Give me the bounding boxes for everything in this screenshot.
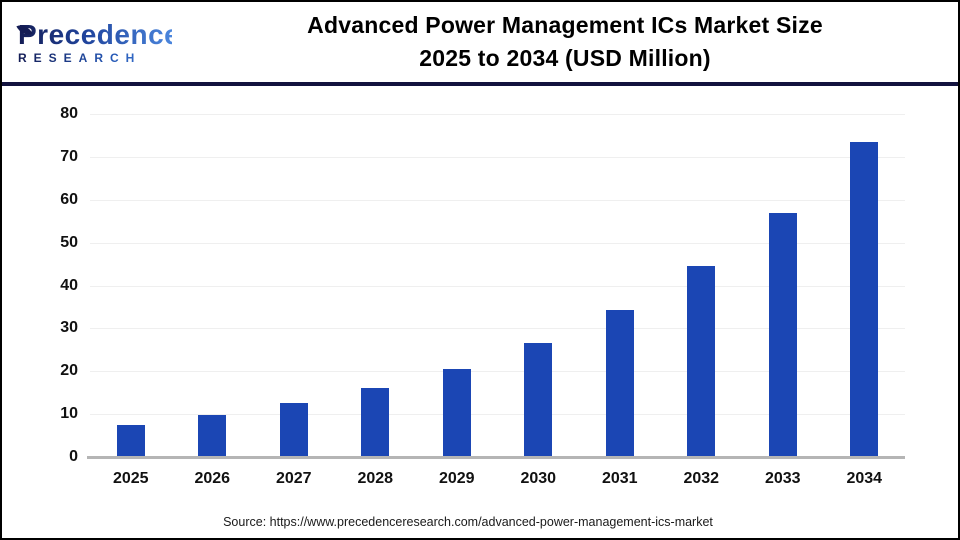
x-axis-tick-label: 2031: [601, 470, 638, 487]
gridline: [90, 242, 905, 244]
bar-2025: [116, 424, 145, 457]
x-axis-tick-label: 2030: [520, 470, 557, 487]
x-axis-tick-label: 2025: [112, 470, 149, 487]
x-axis-tick-label: 2028: [357, 470, 394, 487]
x-axis-tick-label: 2033: [764, 470, 801, 487]
y-axis-tick-label: 10: [60, 405, 78, 423]
y-axis-tick-label: 0: [69, 448, 78, 465]
bar-slot: [579, 309, 661, 457]
gridline: [90, 199, 905, 201]
header: Precedence RESEARCH Advanced Power Manag…: [2, 2, 958, 82]
bar-2034: [850, 141, 879, 457]
bar-slot: [253, 403, 335, 457]
header-separator: [2, 82, 958, 86]
brand-name: Precedence: [18, 18, 181, 50]
gridline: [90, 114, 905, 115]
chart-title-line1: Advanced Power Management ICs Market Siz…: [307, 12, 823, 38]
bar-2028: [361, 388, 390, 457]
gridline: [90, 414, 905, 416]
y-axis-tick-label: 70: [60, 147, 78, 165]
gridline: [90, 156, 905, 158]
bar-slot: [661, 266, 743, 457]
bar-2032: [687, 266, 716, 457]
y-axis-tick-label: 60: [60, 190, 78, 208]
plot-area: [87, 114, 905, 459]
bar-slot: [416, 368, 498, 457]
x-axis-tick-label: 2029: [438, 470, 475, 487]
gridline: [90, 328, 905, 330]
bar-2029: [442, 368, 471, 457]
gridline: [90, 371, 905, 373]
y-axis-tick-label: 40: [60, 276, 78, 294]
y-axis-tick-label: 30: [60, 319, 78, 337]
x-axis-line: [87, 456, 905, 459]
x-axis-tick-label: 2026: [194, 470, 231, 487]
x-axis-tick-label: 2032: [683, 470, 720, 487]
gridline: [90, 285, 905, 287]
source-citation: Source: https://www.precedenceresearch.c…: [223, 515, 713, 529]
bar-series: [90, 114, 905, 457]
bar-2027: [279, 403, 308, 457]
bar-slot: [172, 414, 254, 457]
chart-title-line2: 2025 to 2034 (USD Million): [419, 45, 711, 71]
bar-slot: [498, 342, 580, 457]
bar-2031: [605, 309, 634, 457]
x-axis-labels: 2025 2026 2027 2028 2029 2030 2031 2032 2033 2034: [90, 470, 905, 488]
y-axis-tick-label: 20: [60, 362, 78, 380]
bar-slot: [742, 212, 824, 457]
brand-subtitle: RESEARCH: [18, 51, 172, 65]
x-axis-tick-label: 2034: [846, 470, 883, 487]
y-axis-tick-label: 80: [60, 105, 78, 122]
bar-2033: [768, 212, 797, 457]
bar-2030: [524, 342, 553, 457]
chart-title: Advanced Power Management ICs Market Siz…: [172, 9, 958, 75]
bar-slot: [90, 424, 172, 457]
x-axis-tick-label: 2027: [275, 470, 312, 487]
brand-logo: Precedence RESEARCH: [2, 18, 181, 65]
bar-slot: [824, 141, 906, 457]
bar-slot: [335, 388, 417, 457]
bar-2026: [198, 414, 227, 457]
y-axis-tick-label: 50: [60, 233, 78, 251]
